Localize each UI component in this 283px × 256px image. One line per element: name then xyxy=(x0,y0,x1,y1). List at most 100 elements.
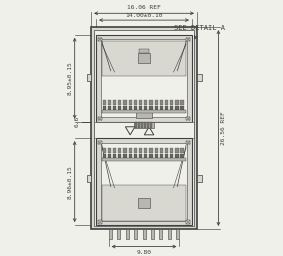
Bar xyxy=(134,106,137,110)
Bar xyxy=(98,117,102,121)
Bar xyxy=(144,100,147,105)
Bar xyxy=(123,106,127,110)
Bar xyxy=(103,106,106,110)
Bar xyxy=(98,141,102,144)
Bar xyxy=(160,154,163,158)
Bar xyxy=(134,154,137,158)
Bar xyxy=(123,100,127,105)
Bar xyxy=(155,106,158,110)
Bar xyxy=(181,148,184,153)
Bar xyxy=(128,154,132,158)
Text: 9.80: 9.80 xyxy=(136,250,151,254)
Bar xyxy=(101,39,187,117)
Bar xyxy=(135,122,137,128)
Text: 8.96±0.15: 8.96±0.15 xyxy=(67,165,72,198)
Bar xyxy=(181,106,184,110)
Bar xyxy=(176,229,179,239)
Bar xyxy=(103,148,106,153)
Bar xyxy=(128,100,132,105)
Bar xyxy=(150,122,152,128)
Bar xyxy=(165,148,168,153)
Bar xyxy=(118,154,121,158)
Text: SEE DETAIL A: SEE DETAIL A xyxy=(174,25,225,39)
Bar xyxy=(118,106,121,110)
Bar xyxy=(118,148,121,153)
Bar xyxy=(91,27,197,229)
Bar xyxy=(87,175,91,182)
Bar xyxy=(118,100,121,105)
Bar xyxy=(147,122,149,128)
Bar xyxy=(102,158,186,161)
Bar xyxy=(175,154,179,158)
Bar xyxy=(102,110,186,113)
Bar xyxy=(108,154,111,158)
Bar xyxy=(197,74,201,81)
Bar xyxy=(168,229,171,239)
Bar xyxy=(101,143,187,221)
Text: 8.95±0.15: 8.95±0.15 xyxy=(67,61,72,95)
Bar xyxy=(149,100,153,105)
Bar xyxy=(175,100,179,105)
Bar xyxy=(144,106,147,110)
Bar xyxy=(165,154,168,158)
Bar xyxy=(139,148,142,153)
Bar xyxy=(186,141,190,144)
Bar xyxy=(94,30,194,226)
Bar xyxy=(102,40,186,76)
Bar xyxy=(108,148,111,153)
Bar xyxy=(113,154,116,158)
Bar xyxy=(181,154,184,158)
Bar xyxy=(103,100,106,105)
Bar xyxy=(134,148,137,153)
Text: 14.00±0.10: 14.00±0.10 xyxy=(125,13,163,18)
Bar xyxy=(138,122,140,128)
Bar xyxy=(155,100,158,105)
Bar xyxy=(186,117,190,121)
Bar xyxy=(197,175,201,182)
Bar xyxy=(155,154,158,158)
Bar xyxy=(139,106,142,110)
Bar xyxy=(128,148,132,153)
Bar xyxy=(144,122,146,128)
Bar xyxy=(134,100,137,105)
Bar xyxy=(96,138,192,225)
Bar xyxy=(175,106,179,110)
Bar xyxy=(139,154,142,158)
Bar xyxy=(113,148,116,153)
Bar xyxy=(149,154,153,158)
Bar xyxy=(98,38,102,41)
Bar xyxy=(159,229,162,239)
Bar xyxy=(134,122,154,128)
Bar xyxy=(123,154,127,158)
Bar xyxy=(113,100,116,105)
Bar xyxy=(141,122,143,128)
Bar xyxy=(136,112,152,119)
Bar xyxy=(181,100,184,105)
Bar xyxy=(108,100,111,105)
Bar xyxy=(170,100,173,105)
Bar xyxy=(151,229,154,239)
Bar xyxy=(103,154,106,158)
Bar xyxy=(144,148,147,153)
Bar xyxy=(94,122,194,138)
Bar xyxy=(126,229,128,239)
Bar xyxy=(160,106,163,110)
Text: 26.56 REF: 26.56 REF xyxy=(221,111,226,145)
Bar xyxy=(139,100,142,105)
Bar xyxy=(165,106,168,110)
Bar xyxy=(134,229,137,239)
Text: 6.6: 6.6 xyxy=(74,116,80,127)
Text: 16.06 REF: 16.06 REF xyxy=(127,5,161,10)
Bar xyxy=(175,148,179,153)
Bar xyxy=(98,220,102,224)
Bar xyxy=(87,74,91,81)
Bar xyxy=(139,49,149,52)
Bar xyxy=(186,38,190,41)
Bar xyxy=(108,106,111,110)
Bar xyxy=(170,106,173,110)
Bar xyxy=(149,106,153,110)
Bar xyxy=(170,154,173,158)
Bar xyxy=(109,229,112,239)
Bar xyxy=(160,100,163,105)
Bar xyxy=(128,106,132,110)
